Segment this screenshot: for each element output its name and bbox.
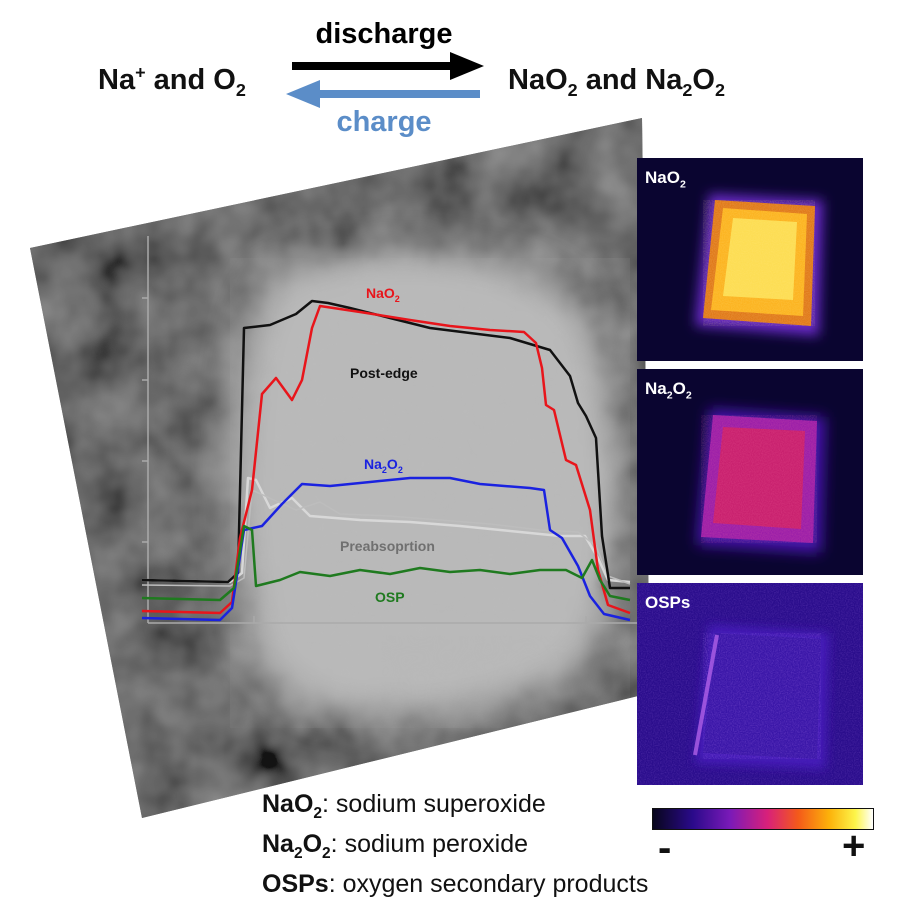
preabsorption-trace-2	[141, 489, 631, 587]
na2o2-map-panel: Na2O2	[637, 369, 863, 575]
discharge-arrow	[292, 52, 484, 80]
na2o2-trace	[141, 476, 631, 622]
osp-trace	[141, 524, 631, 602]
charge-arrow	[286, 80, 480, 108]
intensity-profiles	[141, 299, 631, 622]
na2o2-panel-label: Na2O2	[645, 379, 692, 402]
discharge-label: discharge	[315, 18, 453, 50]
osp-trace-label: OSP	[375, 589, 405, 605]
na2o2-trace-label: Na2O2	[364, 456, 403, 475]
legend-na2o2: Na2O2: sodium peroxide	[262, 830, 528, 862]
colorbar-min-label: -	[658, 826, 672, 870]
charge-label: charge	[336, 106, 432, 138]
naO2-map-panel: NaO2	[637, 158, 863, 361]
products-label: NaO2 and Na2O2	[508, 64, 725, 100]
intensity-colorbar	[652, 808, 874, 830]
profile-axes	[142, 236, 640, 624]
reaction-arrows	[286, 52, 484, 108]
osp-panel-label: OSPs	[645, 593, 691, 612]
legend-osps: OSPs: oxygen secondary products	[262, 870, 649, 898]
preabsorption-label: Preabsoprtion	[340, 538, 435, 554]
reactants-label: Na+ and O2	[98, 62, 246, 100]
colorbar-max-label: +	[842, 824, 866, 868]
post-edge-label: Post-edge	[350, 365, 418, 381]
osp-map-panel: OSPs	[637, 583, 863, 785]
naO2-panel-label: NaO2	[645, 168, 686, 191]
xray-microscopy-image: NaO2 Post-edge Na2O2 Preabsoprtion OSP	[30, 118, 650, 818]
post-edge-trace	[141, 299, 630, 590]
naO2-trace	[141, 304, 631, 615]
naO2-trace-label: NaO2	[366, 285, 400, 304]
legend-naO2: NaO2: sodium superoxide	[262, 790, 546, 822]
